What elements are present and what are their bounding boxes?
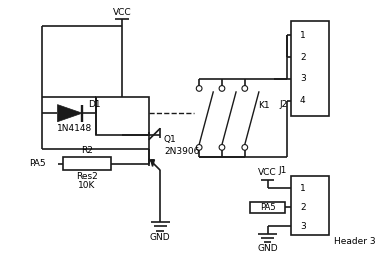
Text: PA5: PA5 bbox=[260, 203, 275, 212]
Text: 4: 4 bbox=[300, 96, 306, 105]
Polygon shape bbox=[151, 160, 154, 166]
Text: 1N4148: 1N4148 bbox=[57, 124, 92, 133]
Text: D1: D1 bbox=[88, 100, 100, 109]
Bar bbox=[291, 21, 329, 116]
Bar bbox=[291, 176, 329, 235]
Text: VCC: VCC bbox=[113, 8, 131, 17]
Text: R2: R2 bbox=[81, 146, 93, 155]
Text: 2: 2 bbox=[300, 203, 306, 212]
Text: PA5: PA5 bbox=[29, 159, 46, 168]
Text: K1: K1 bbox=[258, 101, 270, 110]
Bar bbox=[63, 157, 111, 170]
Text: 2N3906: 2N3906 bbox=[164, 147, 199, 156]
Text: GND: GND bbox=[150, 233, 170, 242]
Polygon shape bbox=[57, 105, 82, 122]
Text: J2: J2 bbox=[279, 100, 288, 109]
Text: Q1: Q1 bbox=[164, 135, 177, 144]
Text: Res2: Res2 bbox=[76, 172, 98, 181]
Text: 3: 3 bbox=[300, 75, 306, 83]
Text: GND: GND bbox=[257, 244, 278, 253]
Text: VCC: VCC bbox=[258, 167, 277, 177]
Text: 2: 2 bbox=[300, 53, 306, 62]
Text: 1: 1 bbox=[300, 184, 306, 193]
Bar bbox=[251, 202, 285, 213]
Bar bbox=[97, 97, 149, 135]
Text: 10K: 10K bbox=[78, 181, 96, 190]
Text: J1: J1 bbox=[278, 166, 286, 175]
Text: 3: 3 bbox=[300, 222, 306, 231]
Text: Header 3: Header 3 bbox=[334, 237, 376, 246]
Text: 1: 1 bbox=[300, 31, 306, 40]
